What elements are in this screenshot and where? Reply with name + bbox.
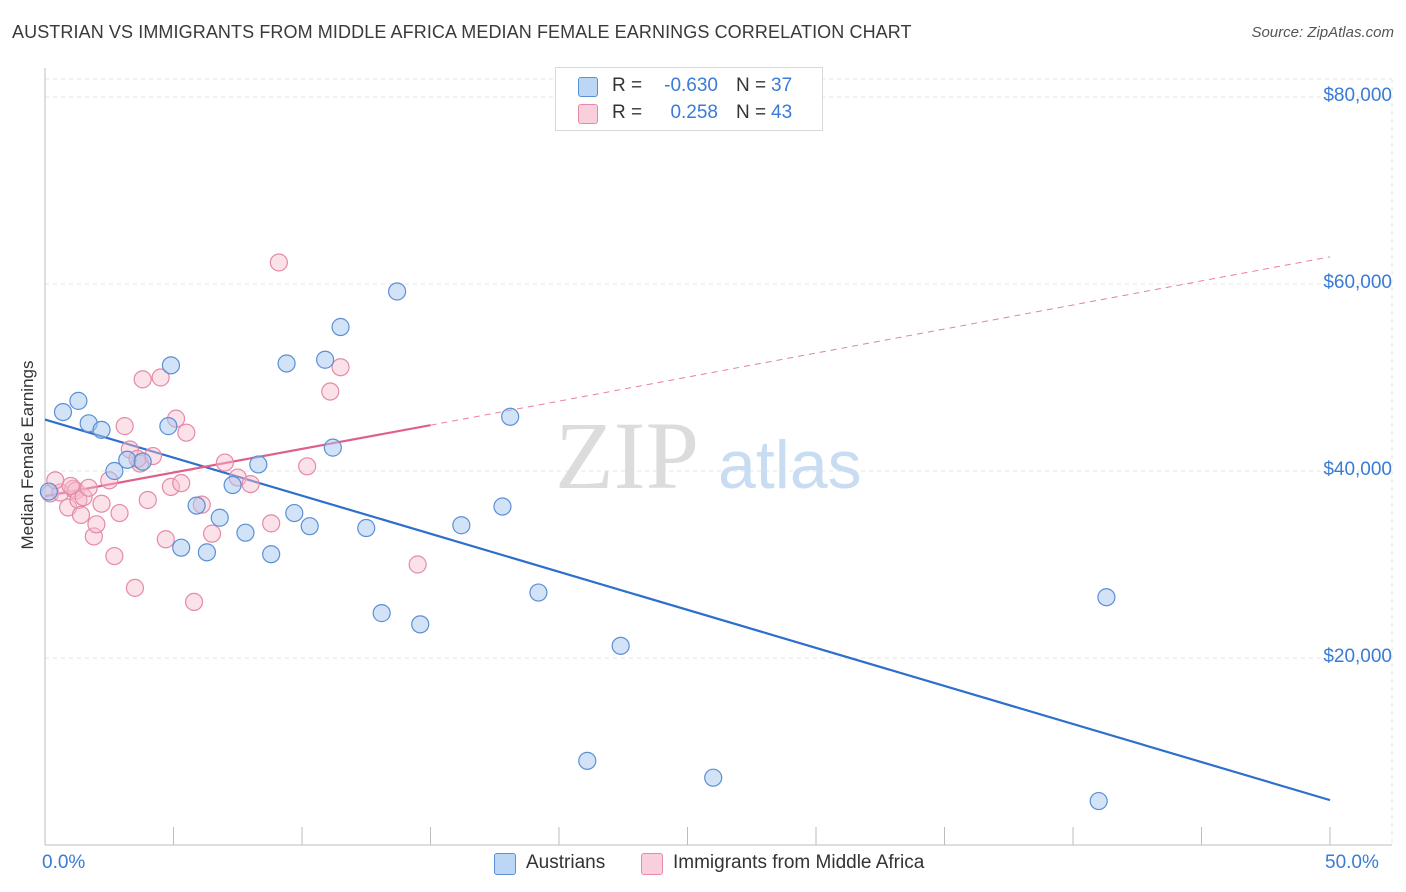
austrians-point (411, 615, 430, 634)
africa-trend-extension (430, 256, 1331, 426)
correlation-legend: R = -0.630 N = 37 R = 0.258 N = 43 (555, 67, 823, 131)
austrians-swatch (578, 77, 598, 97)
austrians-point (262, 545, 281, 564)
austrians-point (578, 751, 597, 770)
africa-point (172, 474, 191, 493)
y-tick-label: $20,000 (1323, 646, 1392, 667)
austrians-point (39, 482, 58, 501)
legend-n-label: N = (736, 75, 767, 96)
austrians-point (493, 497, 512, 516)
austrians-point (323, 438, 342, 457)
legend-r-value: 0.258 (670, 102, 718, 123)
africa-point (202, 524, 222, 543)
africa-point (115, 417, 134, 436)
africa-swatch (578, 104, 598, 124)
watermark-atlas: atlas (718, 427, 862, 503)
austrians-point (529, 583, 548, 602)
legend-r-label: R = (612, 102, 643, 123)
austrians-point (1089, 791, 1108, 811)
austrians-point (452, 516, 471, 535)
legend-r-label: R = (612, 75, 643, 96)
africa-point (79, 478, 98, 497)
africa-point (177, 423, 196, 442)
austrians-point (133, 452, 152, 471)
austrians-point (105, 461, 124, 481)
austrians-point (611, 636, 630, 655)
y-axis-label: Median Female Earnings (18, 360, 37, 550)
africa-point (215, 453, 234, 472)
africa-point (71, 505, 91, 525)
austrians-point (501, 407, 520, 426)
chart-source: Source: ZipAtlas.com (1251, 24, 1394, 41)
legend-n-value: 43 (771, 102, 793, 123)
austrians-point (92, 420, 111, 439)
x-tick-min: 0.0% (42, 852, 86, 873)
austrians-legend-swatch (494, 853, 516, 875)
africa-point (105, 546, 124, 566)
africa-point (110, 503, 129, 523)
y-tick-label: $40,000 (1323, 459, 1392, 480)
austrians-point (372, 604, 391, 623)
africa-point (184, 592, 204, 612)
austrians-point (236, 523, 255, 542)
africa-point (151, 368, 170, 387)
africa-point (156, 530, 175, 549)
africa-point (321, 382, 340, 401)
austrians-point (118, 450, 137, 469)
austrians-point (53, 402, 73, 422)
austrians-point (357, 518, 376, 538)
austrians-point (210, 508, 229, 527)
africa-point (74, 488, 93, 507)
y-tick-label: $80,000 (1323, 85, 1392, 106)
africa-legend-swatch (641, 853, 663, 875)
austrians-point (197, 543, 217, 562)
africa-point (133, 370, 152, 389)
austrians-point (331, 317, 350, 337)
africa-point (262, 514, 281, 533)
austrians-point (249, 455, 268, 474)
africa-point (408, 555, 427, 574)
axes (44, 68, 1392, 846)
austrians-point (161, 356, 181, 375)
austrians-point (69, 391, 88, 410)
africa-trend-line (44, 424, 431, 498)
austrians-legend-label: Austrians (526, 852, 606, 873)
africa-point (87, 515, 106, 534)
africa-point (138, 490, 157, 510)
legend-n-label: N = (736, 102, 767, 123)
austrians-point (223, 475, 242, 495)
austrians-point (187, 496, 206, 515)
watermark-zip: ZIP (555, 402, 699, 509)
austrians-point (277, 354, 296, 373)
africa-point (241, 474, 260, 494)
africa-point (269, 253, 288, 272)
africa-point (161, 477, 181, 496)
austrians-point (704, 768, 723, 787)
africa-legend-label: Immigrants from Middle Africa (673, 852, 925, 873)
austrians-point (159, 417, 178, 436)
x-tick-max: 50.0% (1325, 852, 1379, 873)
y-tick-label: $60,000 (1323, 272, 1392, 293)
africa-point (125, 578, 145, 597)
austrians-point (285, 503, 304, 523)
legend-n-value: 37 (771, 75, 793, 96)
africa-point (69, 490, 88, 510)
watermark: ZIP atlas (555, 402, 862, 509)
africa-point (298, 457, 317, 476)
africa-point (331, 358, 350, 377)
legend-r-value: -0.630 (664, 75, 718, 96)
chart-title: AUSTRIAN VS IMMIGRANTS FROM MIDDLE AFRIC… (12, 22, 912, 42)
data-points (39, 253, 1116, 811)
austrians-point (172, 538, 191, 557)
africa-point (61, 476, 80, 496)
austrians-point (387, 282, 407, 301)
austrians-point (300, 517, 319, 536)
austrians-point (316, 350, 335, 369)
africa-point (92, 494, 111, 513)
austrians-point (1097, 588, 1116, 607)
